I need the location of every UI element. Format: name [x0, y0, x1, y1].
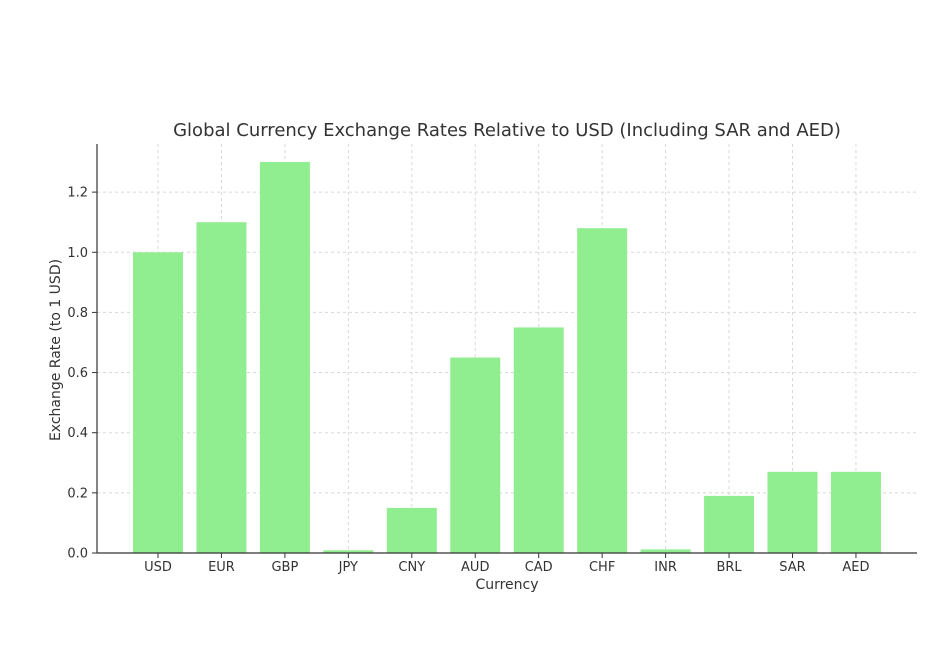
y-tick-label: 1.2 [67, 186, 88, 201]
y-tick-label: 0.0 [67, 547, 88, 562]
bar-eur [196, 222, 247, 554]
x-tick-label-sar: SAR [779, 560, 805, 575]
y-axis-label: Exchange Rate (to 1 USD) [48, 259, 64, 441]
x-tick-label-eur: EUR [208, 560, 235, 575]
x-tick-label-inr: INR [654, 560, 677, 575]
axes: 0.0 0.2 0.4 0.6 0.8 1.0 1.2 USD EUR GBP JPY CNY AUD C… [67, 144, 917, 575]
x-tick-label-gbp: GBP [271, 560, 298, 575]
x-tick-label-aed: AED [842, 560, 869, 575]
bar-usd [133, 252, 183, 553]
bar-gbp [259, 162, 310, 553]
x-tick-label-cad: CAD [525, 560, 553, 575]
x-axis-label: Currency [475, 577, 538, 593]
bar-aed [830, 471, 881, 553]
bar-brl [704, 495, 755, 553]
bar-chf [577, 228, 628, 554]
grid [97, 144, 917, 554]
y-tick-label: 0.8 [67, 306, 88, 321]
bar-sar [767, 471, 818, 553]
chart-title: Global Currency Exchange Rates Relative … [173, 120, 841, 141]
x-tick-label-usd: USD [144, 560, 172, 575]
bar-jpy [323, 550, 374, 553]
y-tick-label: 0.2 [67, 486, 88, 501]
x-tick-label-jpy: JPY [338, 560, 358, 575]
bar-aud [450, 357, 501, 553]
bars [133, 162, 881, 554]
x-tick-label-chf: CHF [589, 560, 615, 575]
y-tick-label: 1.0 [67, 246, 88, 261]
bar-cad [513, 327, 564, 553]
bar-inr [640, 549, 691, 553]
y-tick-label: 0.6 [67, 366, 88, 381]
x-tick-label-brl: BRL [716, 560, 742, 575]
x-tick-label-cny: CNY [398, 560, 425, 575]
x-tick-label-aud: AUD [461, 560, 489, 575]
y-tick-label: 0.4 [67, 426, 88, 441]
bar-cny [386, 507, 437, 553]
